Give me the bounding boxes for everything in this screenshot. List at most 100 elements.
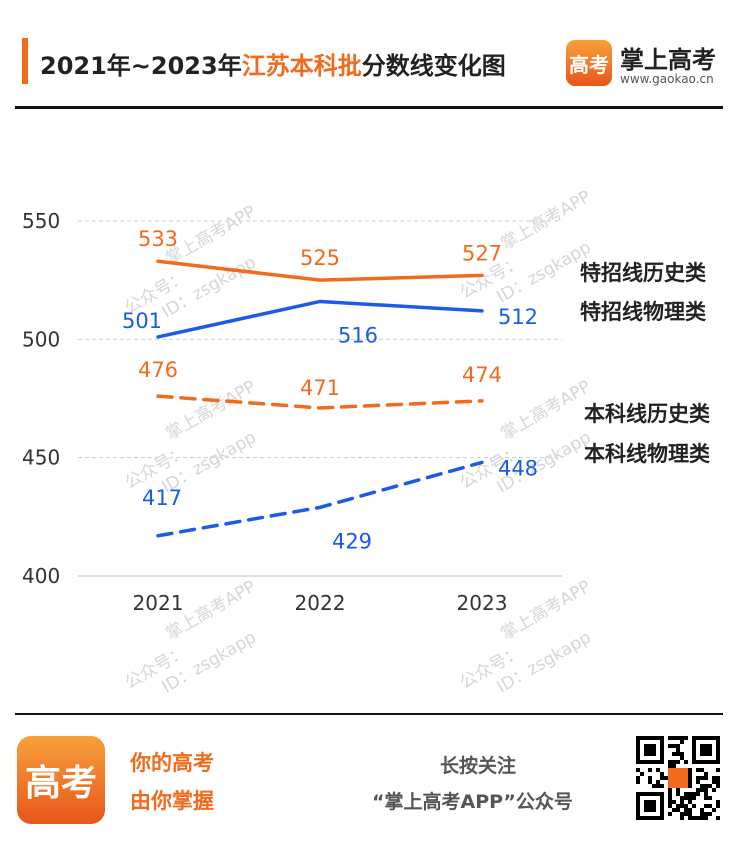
x-tick-label: 2021 (133, 591, 184, 615)
qr-module (688, 792, 692, 796)
qr-module (684, 808, 688, 812)
footer-logo-icon: 高考 (17, 736, 105, 824)
qr-module (696, 776, 700, 780)
qr-module (668, 804, 672, 808)
qr-module (712, 776, 716, 780)
title-accent-bar (22, 38, 28, 84)
qr-module (676, 804, 680, 808)
y-tick-label: 400 (22, 564, 60, 588)
qr-module (704, 772, 708, 776)
legend-label: 特招线历史类 (580, 261, 706, 285)
qr-module (704, 792, 708, 796)
qr-module (676, 792, 680, 796)
qr-module (676, 808, 680, 812)
header-divider (15, 106, 723, 109)
qr-code-icon[interactable] (636, 736, 720, 820)
x-tick-label: 2022 (295, 591, 346, 615)
legend-benke-physics: 本科线物理类 (584, 438, 710, 468)
y-tick-label: 550 (22, 209, 60, 233)
legend-label: 特招线物理类 (580, 300, 706, 324)
qr-module (680, 816, 684, 820)
qr-module (668, 768, 688, 788)
qr-module (696, 816, 700, 820)
qr-module (700, 812, 704, 816)
qr-module (672, 800, 676, 804)
qr-module (656, 780, 660, 784)
qr-module (692, 816, 696, 820)
qr-module (696, 768, 700, 772)
qr-module (668, 812, 672, 816)
qr-module (688, 784, 692, 788)
qr-module (668, 792, 672, 796)
slogan-line1: 你的高考 (130, 751, 214, 775)
qr-module (684, 804, 688, 808)
qr-module (684, 736, 688, 740)
series-line-2 (156, 299, 484, 339)
y-tick-label: 450 (22, 446, 60, 470)
qr-module (648, 776, 652, 780)
qr-module (688, 800, 692, 804)
x-tick-label: 2023 (457, 591, 508, 615)
qr-module (672, 744, 676, 748)
slogan-line2: 由你掌握 (130, 789, 214, 813)
qr-module (716, 780, 720, 784)
qr-module (644, 744, 656, 756)
qr-module (696, 788, 700, 792)
qr-module (668, 788, 672, 792)
qr-module (668, 760, 672, 764)
qr-module (708, 796, 712, 800)
qr-module (672, 736, 676, 740)
qr-module (716, 768, 720, 772)
qr-module (708, 812, 712, 816)
footer-logo-text: 高考 (24, 762, 97, 804)
data-label: 525 (300, 246, 340, 270)
qr-module (684, 760, 688, 764)
legend-benke-history: 本科线历史类 (584, 398, 710, 428)
qr-module (660, 784, 664, 788)
qr-module (696, 780, 700, 784)
qr-module (716, 816, 720, 820)
gaokao-logo-icon: 高考 (566, 40, 612, 86)
qr-module (672, 752, 676, 756)
qr-module (676, 748, 680, 752)
qr-module (688, 808, 692, 812)
follow-line2: “掌上高考APP”公众号 (372, 791, 573, 813)
qr-module (656, 784, 660, 788)
qr-module (680, 800, 684, 804)
qr-module (636, 780, 640, 784)
qr-module (680, 796, 684, 800)
qr-module (700, 784, 704, 788)
qr-module (716, 784, 720, 788)
qr-module (700, 788, 704, 792)
qr-module (668, 764, 672, 768)
data-label: 429 (332, 529, 372, 553)
legend-teshao-history: 特招线历史类 (580, 257, 706, 287)
qr-module (680, 812, 684, 816)
series-line-1 (156, 259, 484, 282)
qr-module (700, 776, 704, 780)
data-label: 516 (338, 323, 378, 347)
qr-module (704, 816, 708, 820)
legend-label: 本科线历史类 (584, 402, 710, 426)
data-label: 471 (300, 376, 340, 400)
qr-module (688, 772, 692, 776)
qr-module (668, 744, 672, 748)
qr-module (672, 808, 676, 812)
qr-module (700, 808, 704, 812)
qr-module (688, 812, 692, 816)
qr-module (712, 808, 716, 812)
qr-module (716, 776, 720, 780)
qr-module (704, 784, 708, 788)
qr-module (672, 760, 676, 764)
data-label: 476 (138, 358, 178, 382)
qr-module (660, 776, 664, 780)
qr-module (636, 776, 640, 780)
qr-module (680, 752, 684, 756)
brand-url: www.gaokao.cn (620, 72, 714, 86)
data-label: 448 (498, 456, 538, 480)
brand-name: 掌上高考 (620, 46, 716, 74)
footer-divider (15, 713, 723, 715)
qr-module (688, 816, 692, 820)
follow-line1: 长按关注 (440, 755, 517, 777)
